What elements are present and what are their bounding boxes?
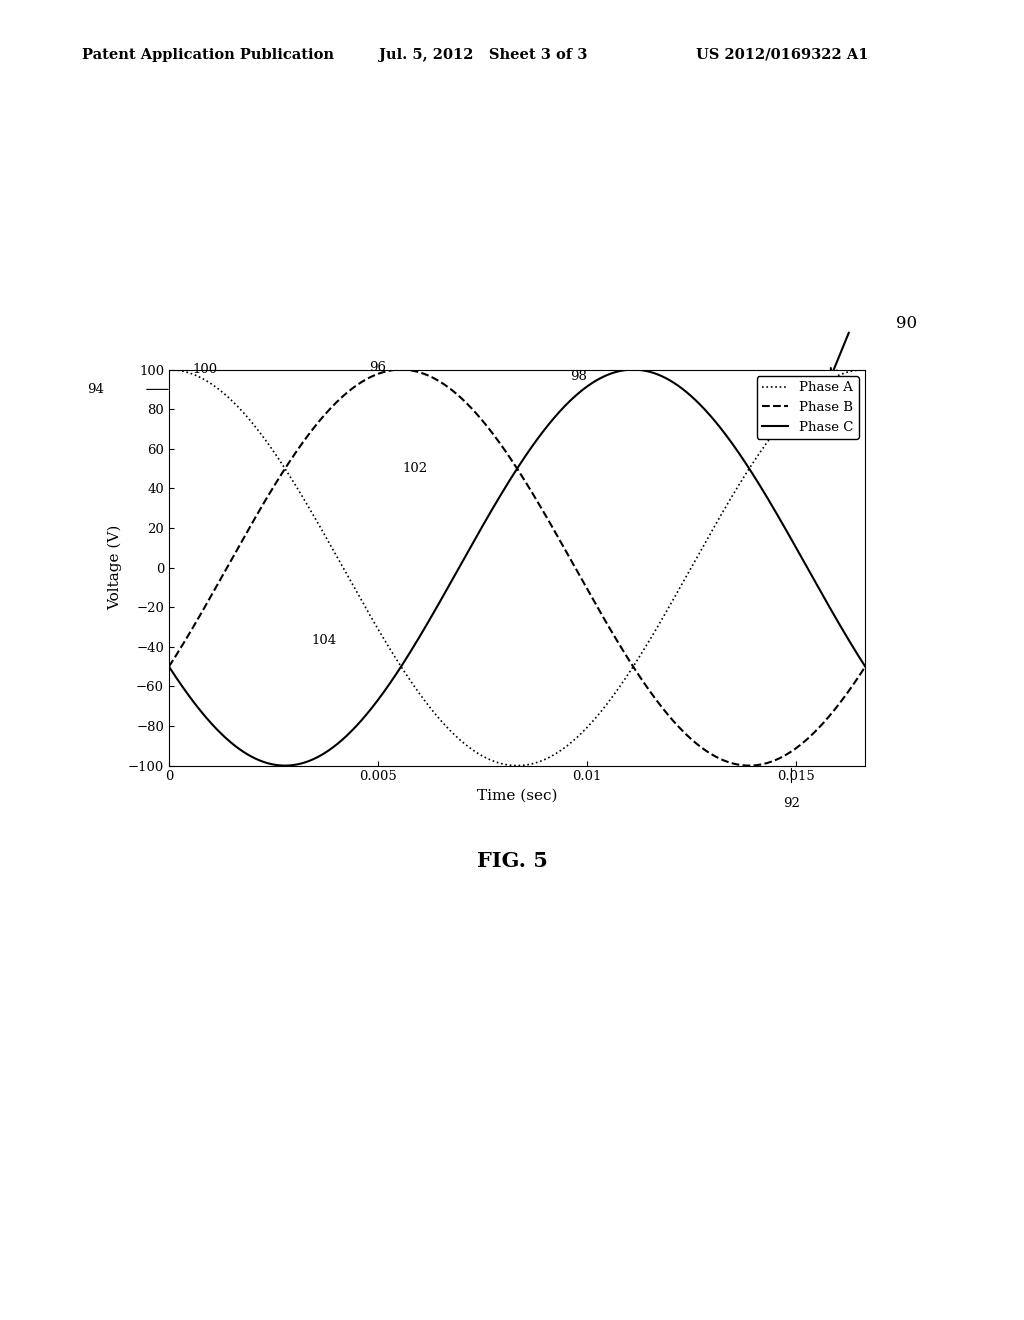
Text: 94: 94	[87, 383, 104, 396]
Text: 90: 90	[896, 315, 918, 331]
Text: 96: 96	[370, 360, 386, 374]
Text: 104: 104	[311, 634, 336, 647]
Text: Jul. 5, 2012   Sheet 3 of 3: Jul. 5, 2012 Sheet 3 of 3	[379, 48, 587, 62]
Text: 100: 100	[191, 363, 217, 375]
X-axis label: Time (sec): Time (sec)	[477, 789, 557, 803]
Y-axis label: Voltage (V): Voltage (V)	[108, 525, 122, 610]
Text: 98: 98	[570, 371, 587, 383]
Text: Patent Application Publication: Patent Application Publication	[82, 48, 334, 62]
Text: 102: 102	[402, 462, 428, 474]
Legend: Phase A, Phase B, Phase C: Phase A, Phase B, Phase C	[757, 376, 859, 440]
Text: FIG. 5: FIG. 5	[476, 851, 548, 871]
Text: 92: 92	[783, 797, 800, 810]
Text: US 2012/0169322 A1: US 2012/0169322 A1	[696, 48, 868, 62]
